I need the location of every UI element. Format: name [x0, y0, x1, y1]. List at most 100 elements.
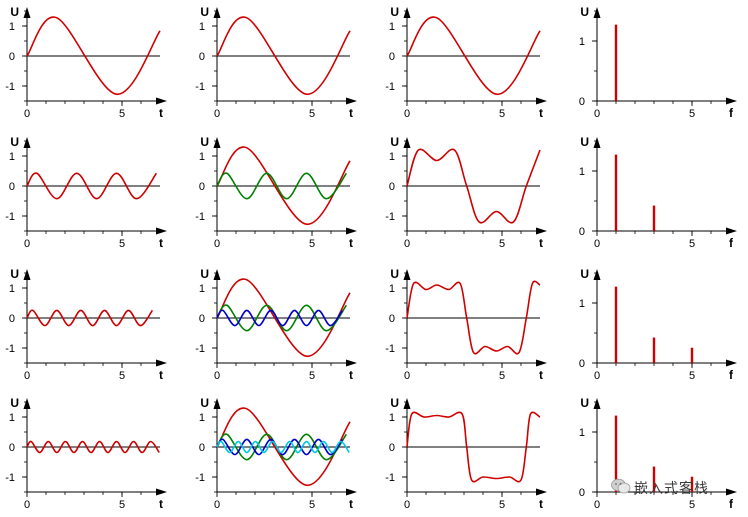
- y-tick-label: 0: [389, 442, 395, 454]
- x-tick-label: 5: [119, 238, 125, 250]
- y-tick-label: 1: [199, 283, 205, 295]
- y-axis-arrow: [593, 137, 601, 148]
- x-tick-label: 0: [404, 370, 410, 382]
- subplot-4-3: Ut 0 5 -1 0 1: [385, 396, 547, 511]
- y-tick-label: 0: [579, 96, 585, 108]
- x-tick-label: 5: [309, 238, 315, 250]
- y-tick-label: 1: [199, 21, 205, 33]
- y-tick-label: 1: [579, 298, 585, 310]
- y-tick-label: 1: [9, 151, 15, 163]
- y-axis-label: U: [200, 396, 209, 410]
- subplot-1-3: Ut 0 5 -1 0 1: [385, 5, 547, 120]
- y-axis-arrow: [593, 7, 601, 18]
- x-axis-label: t: [539, 368, 543, 382]
- x-tick-label: 0: [404, 108, 410, 120]
- y-tick-label: -1: [5, 472, 15, 484]
- y-tick-label: -1: [195, 472, 205, 484]
- y-axis-label: U: [390, 135, 399, 149]
- x-axis-arrow: [726, 359, 737, 367]
- series-line-1: [406, 148, 541, 224]
- x-axis-label: t: [539, 106, 543, 120]
- y-tick-label: 0: [9, 313, 15, 325]
- y-tick-label: 0: [199, 51, 205, 63]
- x-axis-arrow: [346, 488, 357, 496]
- subplot-3-4: Uf 0 5 0 1: [579, 267, 737, 382]
- x-tick-label: 0: [214, 238, 220, 250]
- y-tick-label: -1: [385, 472, 395, 484]
- x-tick-label: 5: [499, 499, 505, 511]
- y-axis-arrow: [23, 137, 31, 148]
- x-axis-arrow: [156, 227, 167, 235]
- x-axis-arrow: [346, 97, 357, 105]
- x-axis-label: t: [349, 497, 353, 511]
- series-line-1: [216, 16, 351, 96]
- y-tick-label: -1: [195, 81, 205, 93]
- subplot-4-1: Ut 0 5 -1 0 1: [5, 396, 167, 511]
- subplot-2-4: Uf 0 5 0 1: [579, 135, 737, 250]
- x-axis-arrow: [726, 97, 737, 105]
- x-tick-label: 0: [404, 238, 410, 250]
- watermark-text: 嵌入式客栈: [634, 481, 709, 497]
- x-axis-label: t: [539, 236, 543, 250]
- x-axis-label: t: [159, 497, 163, 511]
- y-tick-label: -1: [385, 81, 395, 93]
- subplot-4-2: Ut 0 5 -1 0 1: [195, 396, 357, 511]
- x-tick-label: 0: [24, 238, 30, 250]
- x-axis-label: t: [159, 368, 163, 382]
- y-axis-arrow: [403, 269, 411, 280]
- y-tick-label: 0: [579, 487, 585, 499]
- y-tick-label: 1: [579, 166, 585, 178]
- series-line-1: [216, 146, 351, 226]
- x-axis-arrow: [156, 488, 167, 496]
- series-line-1: [406, 280, 541, 355]
- y-tick-label: 1: [389, 283, 395, 295]
- y-axis-arrow: [23, 398, 31, 409]
- y-tick-label: 0: [389, 313, 395, 325]
- x-axis-label: f: [729, 497, 734, 511]
- y-tick-label: 0: [579, 358, 585, 370]
- y-axis-label: U: [10, 135, 19, 149]
- x-tick-label: 5: [119, 108, 125, 120]
- y-tick-label: 1: [579, 36, 585, 48]
- subplot-1-2: Ut 0 5 -1 0 1: [195, 5, 357, 120]
- y-tick-label: -1: [385, 211, 395, 223]
- x-axis-arrow: [536, 488, 547, 496]
- x-axis-arrow: [156, 97, 167, 105]
- x-tick-label: 5: [499, 238, 505, 250]
- series-line-1: [216, 278, 351, 358]
- series-line-1: [26, 172, 158, 200]
- y-axis-label: U: [580, 135, 589, 149]
- y-axis-arrow: [403, 137, 411, 148]
- x-tick-label: 0: [214, 370, 220, 382]
- x-axis-arrow: [536, 227, 547, 235]
- y-tick-label: -1: [195, 343, 205, 355]
- x-axis-label: f: [729, 368, 734, 382]
- y-tick-label: 0: [389, 51, 395, 63]
- y-axis-label: U: [390, 267, 399, 281]
- series-line-1: [26, 309, 154, 327]
- x-axis-arrow: [156, 359, 167, 367]
- y-tick-label: -1: [5, 343, 15, 355]
- x-tick-label: 0: [24, 108, 30, 120]
- x-axis-label: t: [349, 368, 353, 382]
- series-line-2: [216, 172, 348, 200]
- y-axis-label: U: [580, 5, 589, 19]
- y-axis-label: U: [390, 5, 399, 19]
- y-tick-label: 0: [199, 313, 205, 325]
- y-axis-label: U: [200, 135, 209, 149]
- y-tick-label: -1: [5, 211, 15, 223]
- series-line-3: [216, 309, 344, 327]
- x-axis-label: t: [539, 497, 543, 511]
- y-axis-label: U: [10, 5, 19, 19]
- x-tick-label: 5: [499, 370, 505, 382]
- x-axis-label: f: [729, 236, 734, 250]
- y-axis-label: U: [10, 267, 19, 281]
- series-line-1: [26, 16, 161, 96]
- y-tick-label: 1: [389, 21, 395, 33]
- x-tick-label: 5: [119, 370, 125, 382]
- y-axis-label: U: [580, 396, 589, 410]
- x-tick-label: 5: [309, 370, 315, 382]
- y-axis-label: U: [200, 267, 209, 281]
- subplot-2-3: Ut 0 5 -1 0 1: [385, 135, 547, 250]
- x-tick-label: 5: [689, 108, 695, 120]
